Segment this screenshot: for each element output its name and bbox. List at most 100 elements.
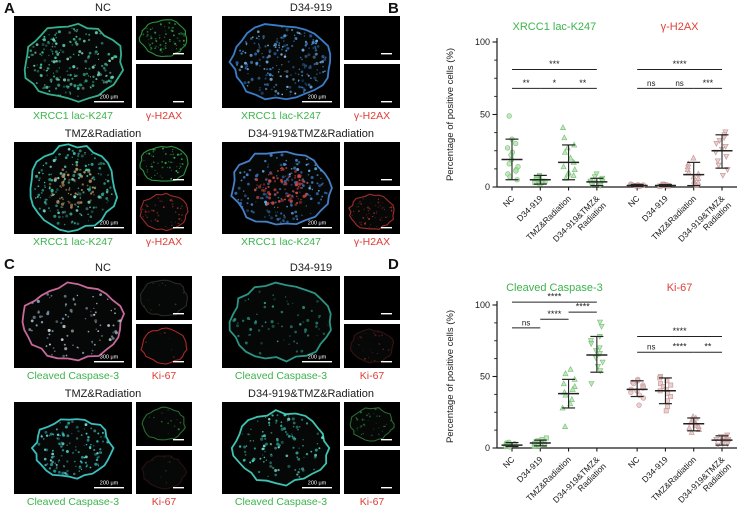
significance-label: **** <box>547 292 562 302</box>
x-tick-label: NC <box>501 193 517 209</box>
red-marker-label: γ-H2AX <box>145 110 183 122</box>
x-tick-label: NC <box>626 193 642 209</box>
channel-image-top <box>344 16 400 60</box>
channel-image-top <box>136 142 192 186</box>
green-marker-label: Cleaved Caspase-3 <box>26 370 120 382</box>
significance-label: ns <box>647 343 655 352</box>
scatter-point <box>571 166 578 173</box>
scatter-point <box>564 144 571 151</box>
channel-image-bottom <box>136 190 192 234</box>
scatter-point <box>506 113 512 119</box>
svg-text:50: 50 <box>480 372 490 382</box>
scatter-point <box>686 424 693 431</box>
red-marker-label: γ-H2AX <box>353 110 391 122</box>
merged-image: 200 μm <box>222 16 340 108</box>
scatter-point <box>561 423 569 429</box>
green-marker-label: Cleaved Caspase-3 <box>234 496 328 508</box>
channel-image-bottom <box>136 450 192 494</box>
scatter-point <box>664 378 670 384</box>
red-marker-label: γ-H2AX <box>353 236 391 248</box>
significance-label: * <box>553 78 557 88</box>
scatter-point <box>721 135 728 142</box>
condition-title: D34-919 <box>289 262 333 274</box>
y-axis-label: Percentage of positive cells (%) <box>445 48 456 181</box>
condition-title: D34-919&TMZ&Radiation <box>248 128 374 140</box>
merged-image: 200 μm <box>14 16 132 108</box>
scatter-point <box>724 441 731 448</box>
condition-title: D34-919 <box>289 2 333 14</box>
significance-label: ** <box>579 78 587 88</box>
scatter-point <box>571 383 578 389</box>
condition-title: TMZ&Radiation <box>64 128 142 140</box>
red-marker-label: γ-H2AX <box>145 236 183 248</box>
scatter-point <box>588 381 595 388</box>
svg-text:100: 100 <box>475 300 490 310</box>
merged-image: 200 μm <box>222 402 340 494</box>
green-marker-label: Cleaved Caspase-3 <box>234 370 328 382</box>
channel-image-top <box>136 16 192 60</box>
green-marker-label: Cleaved Caspase-3 <box>26 496 120 508</box>
scatter-point <box>504 145 511 151</box>
scatter-chart-d: 0 50 100 Percentage of positive cells (%) Cl… <box>445 282 737 505</box>
merged-image: 200 μm <box>222 142 340 234</box>
significance-label: ns <box>647 79 655 88</box>
significance-label: *** <box>703 78 714 88</box>
scatter-point <box>636 402 642 408</box>
scatter-point <box>593 171 600 178</box>
scatter-point <box>668 394 674 399</box>
scatter-point <box>688 428 695 435</box>
scatter-point <box>713 141 720 147</box>
scatter-point <box>562 370 569 377</box>
scatter-point <box>561 148 568 155</box>
scatter-point <box>568 395 575 402</box>
x-tick-label: NC <box>626 454 642 470</box>
scatter-point <box>591 174 598 181</box>
green-marker-label: XRCC1 lac-K247 <box>241 110 321 122</box>
scatter-point <box>722 143 729 150</box>
scatter-point <box>588 341 595 348</box>
scatter-point <box>569 385 576 392</box>
channel-image-bottom <box>344 450 400 494</box>
scatter-point <box>506 161 512 167</box>
significance-label: **** <box>673 59 688 69</box>
green-marker-label: XRCC1 lac-K247 <box>33 236 113 248</box>
condition-title: D34-919&TMZ&Radiation <box>248 388 374 400</box>
scatter-point <box>597 368 604 375</box>
svg-text:300 μm: 300 μm <box>100 355 119 361</box>
green-marker-label: XRCC1 lac-K247 <box>33 110 113 122</box>
scatter-point <box>592 355 600 362</box>
significance-label: **** <box>547 309 562 319</box>
scatter-point <box>628 389 634 395</box>
channel-image-bottom <box>136 324 192 368</box>
scatter-point <box>567 154 574 161</box>
scatter-point <box>719 172 726 179</box>
chart-section-title: XRCC1 lac-K247 <box>513 21 597 33</box>
significance-label: ns <box>675 79 683 88</box>
scatter-point <box>596 345 603 352</box>
svg-text:200 μm: 200 μm <box>308 481 327 487</box>
scatter-point <box>596 319 604 326</box>
panel-letter-b: B <box>388 0 399 17</box>
chart-panel-b: 0 50 100 Percentage of positive cells (%) XR… <box>440 0 750 258</box>
significance-label: **** <box>576 302 591 312</box>
scatter-point <box>532 180 538 186</box>
scatter-point <box>599 359 606 366</box>
channel-image-bottom <box>344 64 400 108</box>
red-marker-label: Ki-67 <box>359 496 385 508</box>
channel-image-top <box>344 402 400 446</box>
scatter-point <box>716 138 723 145</box>
x-tick-label: NC <box>501 454 517 470</box>
channel-image-bottom <box>136 64 192 108</box>
channel-image-top <box>136 276 192 320</box>
panel-letter-d: D <box>388 256 399 273</box>
scatter-point <box>598 324 605 330</box>
scatter-point <box>513 140 519 147</box>
channel-image-top <box>344 276 400 320</box>
scatter-point <box>559 124 567 130</box>
channel-image-top <box>344 142 400 186</box>
chart-panel-d: 0 50 100 Percentage of positive cells (%) Cl… <box>440 255 750 513</box>
scatter-point <box>564 170 572 177</box>
condition-title: TMZ&Radiation <box>64 388 142 400</box>
scatter-point <box>723 154 730 161</box>
